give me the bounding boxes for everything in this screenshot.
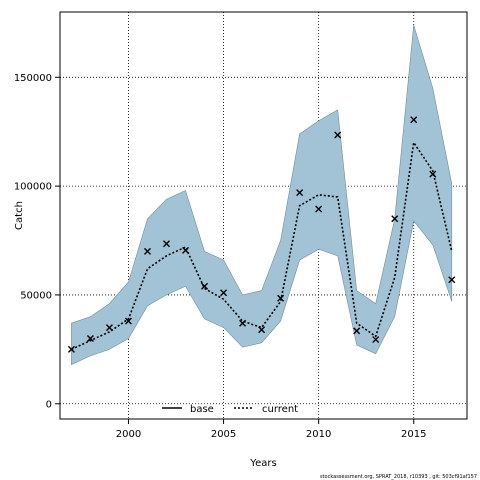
- observed-point: [258, 326, 266, 334]
- x-axis: 2000 2005 2010 2015: [116, 419, 426, 440]
- plot-frame: [59, 11, 468, 420]
- y-tick-label: 0: [46, 399, 52, 410]
- observed-point: [296, 189, 304, 197]
- x-tick-label: 2015: [401, 429, 426, 440]
- observed-point: [143, 247, 151, 255]
- observed-point: [429, 170, 437, 178]
- confidence-band: [71, 25, 453, 366]
- x-tick-label: 2005: [211, 429, 236, 440]
- footer-credit: stockassessment.org, SPRAT_2018, r10393 …: [320, 474, 477, 480]
- observed-point: [334, 131, 342, 139]
- observed-point: [391, 215, 399, 223]
- observed-point: [410, 116, 418, 124]
- observed-point: [163, 240, 170, 248]
- y-tick-label: 150000: [14, 73, 52, 84]
- observed-point: [105, 324, 113, 332]
- legend: base current: [162, 404, 298, 415]
- observed-point: [67, 345, 75, 353]
- observed-point: [372, 336, 380, 344]
- y-tick-label: 50000: [20, 290, 52, 301]
- observed-point: [201, 282, 209, 290]
- legend-base-label: base: [190, 404, 214, 415]
- observed-point: [239, 319, 247, 327]
- x-tick-label: 2010: [306, 429, 331, 440]
- y-axis: 0 50000 100000 150000: [14, 73, 60, 410]
- observed-points: [67, 116, 456, 353]
- current-series-line: [71, 140, 453, 351]
- x-tick-label: 2000: [116, 429, 141, 440]
- y-tick-label: 100000: [14, 182, 52, 193]
- observed-point: [315, 205, 323, 213]
- observed-point: [353, 327, 361, 335]
- x-axis-title: Years: [249, 458, 276, 469]
- legend-current-label: current: [262, 404, 298, 415]
- observed-point: [220, 289, 228, 297]
- observed-point: [86, 334, 94, 342]
- observed-point: [124, 317, 132, 325]
- y-axis-title: Catch: [14, 201, 25, 230]
- observed-point: [277, 294, 285, 302]
- observed-point: [182, 246, 190, 254]
- observed-point: [448, 276, 456, 284]
